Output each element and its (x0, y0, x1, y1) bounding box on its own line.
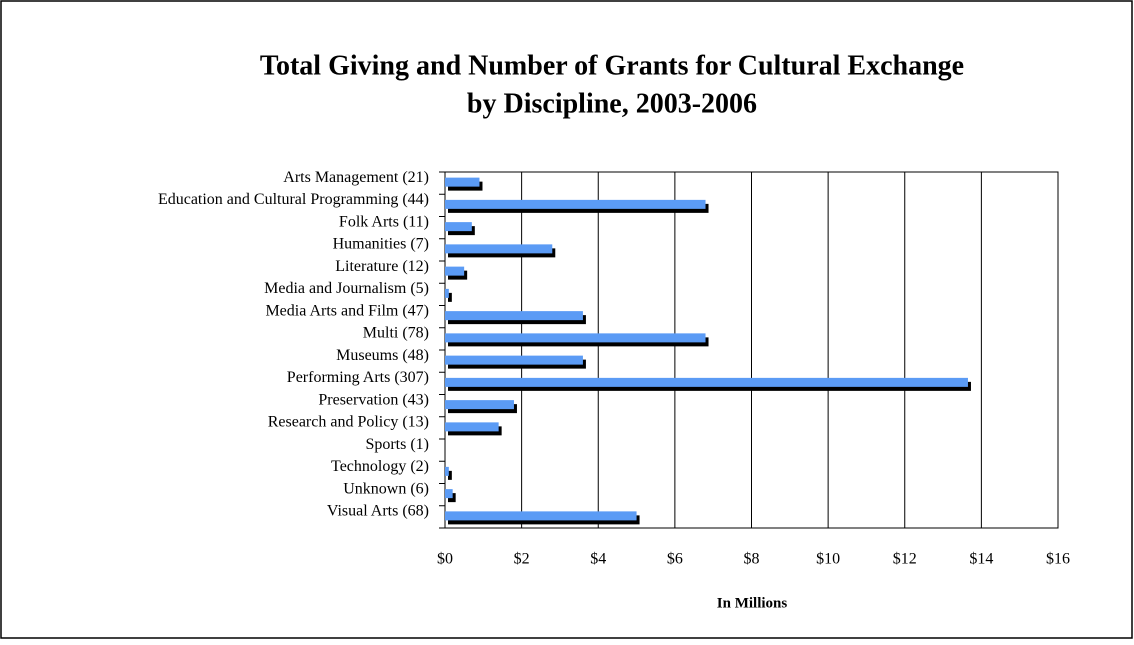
bar (445, 422, 499, 432)
x-tick-label: $12 (893, 551, 917, 568)
x-tick-label: $14 (969, 551, 993, 568)
y-tick-label: Education and Cultural Programming (44) (158, 191, 429, 208)
y-tick-label: Performing Arts (307) (287, 369, 429, 386)
y-tick-label: Museums (48) (336, 347, 429, 364)
x-tick-label: $16 (1046, 551, 1070, 568)
y-tick-label: Sports (1) (365, 436, 429, 453)
bar (445, 288, 449, 298)
bar (445, 355, 583, 365)
bar (445, 511, 637, 521)
x-tick-label: $10 (816, 551, 840, 568)
bar (445, 333, 706, 343)
bar (445, 177, 480, 187)
y-tick-label: Technology (2) (331, 458, 429, 475)
x-tick-label: $6 (667, 551, 683, 568)
x-tick-label: $0 (437, 551, 453, 568)
chart-subtitle: by Discipline, 2003-2006 (467, 88, 757, 119)
y-tick-label: Visual Arts (68) (327, 503, 429, 520)
bar-shadow (448, 470, 452, 480)
bar (445, 222, 472, 232)
bar-shadow (448, 292, 452, 302)
chart-title: Total Giving and Number of Grants for Cu… (260, 50, 964, 81)
bar (445, 466, 449, 476)
y-tick-label: Unknown (6) (343, 480, 429, 497)
y-tick-label: Research and Policy (13) (268, 414, 429, 431)
y-tick-label: Media and Journalism (5) (264, 280, 429, 297)
y-tick-label: Multi (78) (363, 325, 429, 342)
x-tick-label: $2 (514, 551, 530, 568)
y-tick-label: Folk Arts (11) (339, 213, 429, 230)
x-axis-label: In Millions (717, 595, 788, 611)
bar (445, 377, 968, 387)
x-tick-label: $8 (744, 551, 760, 568)
bar (445, 199, 706, 209)
y-tick-label: Preservation (43) (318, 391, 429, 408)
x-tick-label: $4 (590, 551, 606, 568)
y-tick-label: Arts Management (21) (283, 169, 429, 186)
bar (445, 400, 514, 410)
y-tick-label: Humanities (7) (333, 236, 429, 253)
bar (445, 244, 553, 254)
y-tick-label: Media Arts and Film (47) (265, 302, 429, 319)
bar (445, 311, 583, 321)
y-tick-label: Literature (12) (335, 258, 429, 275)
bar (445, 489, 453, 499)
bar (445, 266, 465, 276)
